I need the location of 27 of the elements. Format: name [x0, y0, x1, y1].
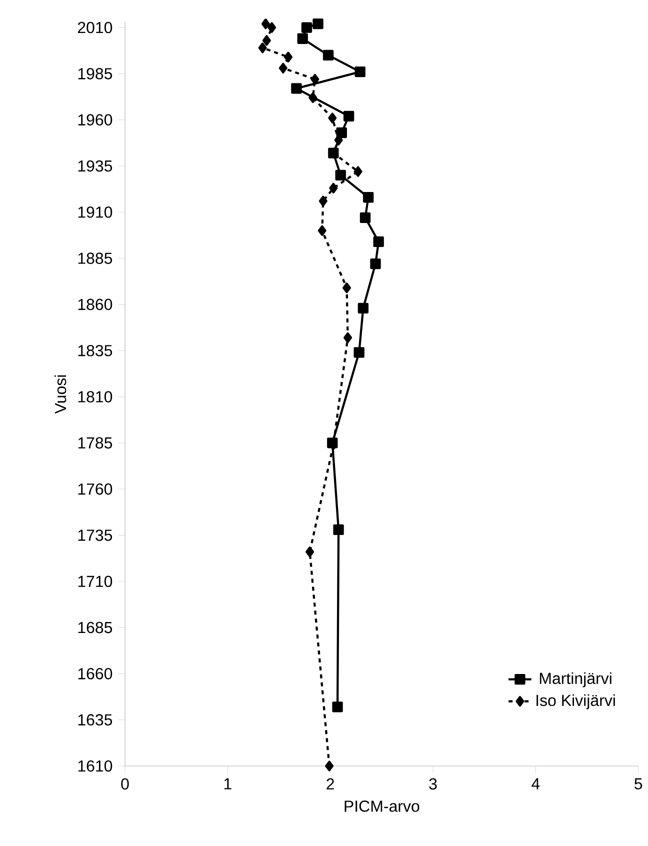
x-tick-label: 5: [634, 778, 642, 790]
y-tick-label: 1835: [78, 344, 112, 356]
y-tick-label: 1885: [78, 252, 112, 264]
y-tick-label: 1635: [78, 714, 112, 726]
x-tick-label: 3: [429, 778, 437, 790]
legend-label: Iso Kivijärvi: [536, 694, 615, 710]
x-tick-label: 0: [121, 778, 129, 790]
y-tick-label: 1785: [78, 437, 112, 449]
y-tick-label: 1960: [78, 114, 112, 126]
x-tick-label: 2: [326, 778, 334, 790]
y-tick-label: 1685: [78, 622, 112, 634]
legend-label: Martinjärvi: [540, 672, 612, 688]
y-tick-label: 1660: [78, 668, 112, 680]
y-tick-label: 1610: [78, 760, 112, 772]
y-axis-title: Vuosi: [54, 375, 66, 414]
y-tick-label: 1935: [78, 160, 112, 172]
y-tick-label: 1735: [78, 530, 112, 541]
x-tick-label: 1: [224, 778, 232, 790]
y-tick-label: 1810: [78, 391, 112, 402]
x-tick-label: 4: [532, 778, 540, 790]
x-axis-title: PICM-arvo: [344, 800, 420, 812]
y-tick-label: 1710: [78, 576, 112, 588]
y-tick-label: 1760: [78, 483, 112, 495]
y-tick-label: 1860: [78, 298, 112, 310]
y-tick-label: 1985: [78, 68, 112, 80]
y-tick-label: 2010: [78, 22, 112, 34]
y-tick-label: 1910: [78, 206, 112, 218]
